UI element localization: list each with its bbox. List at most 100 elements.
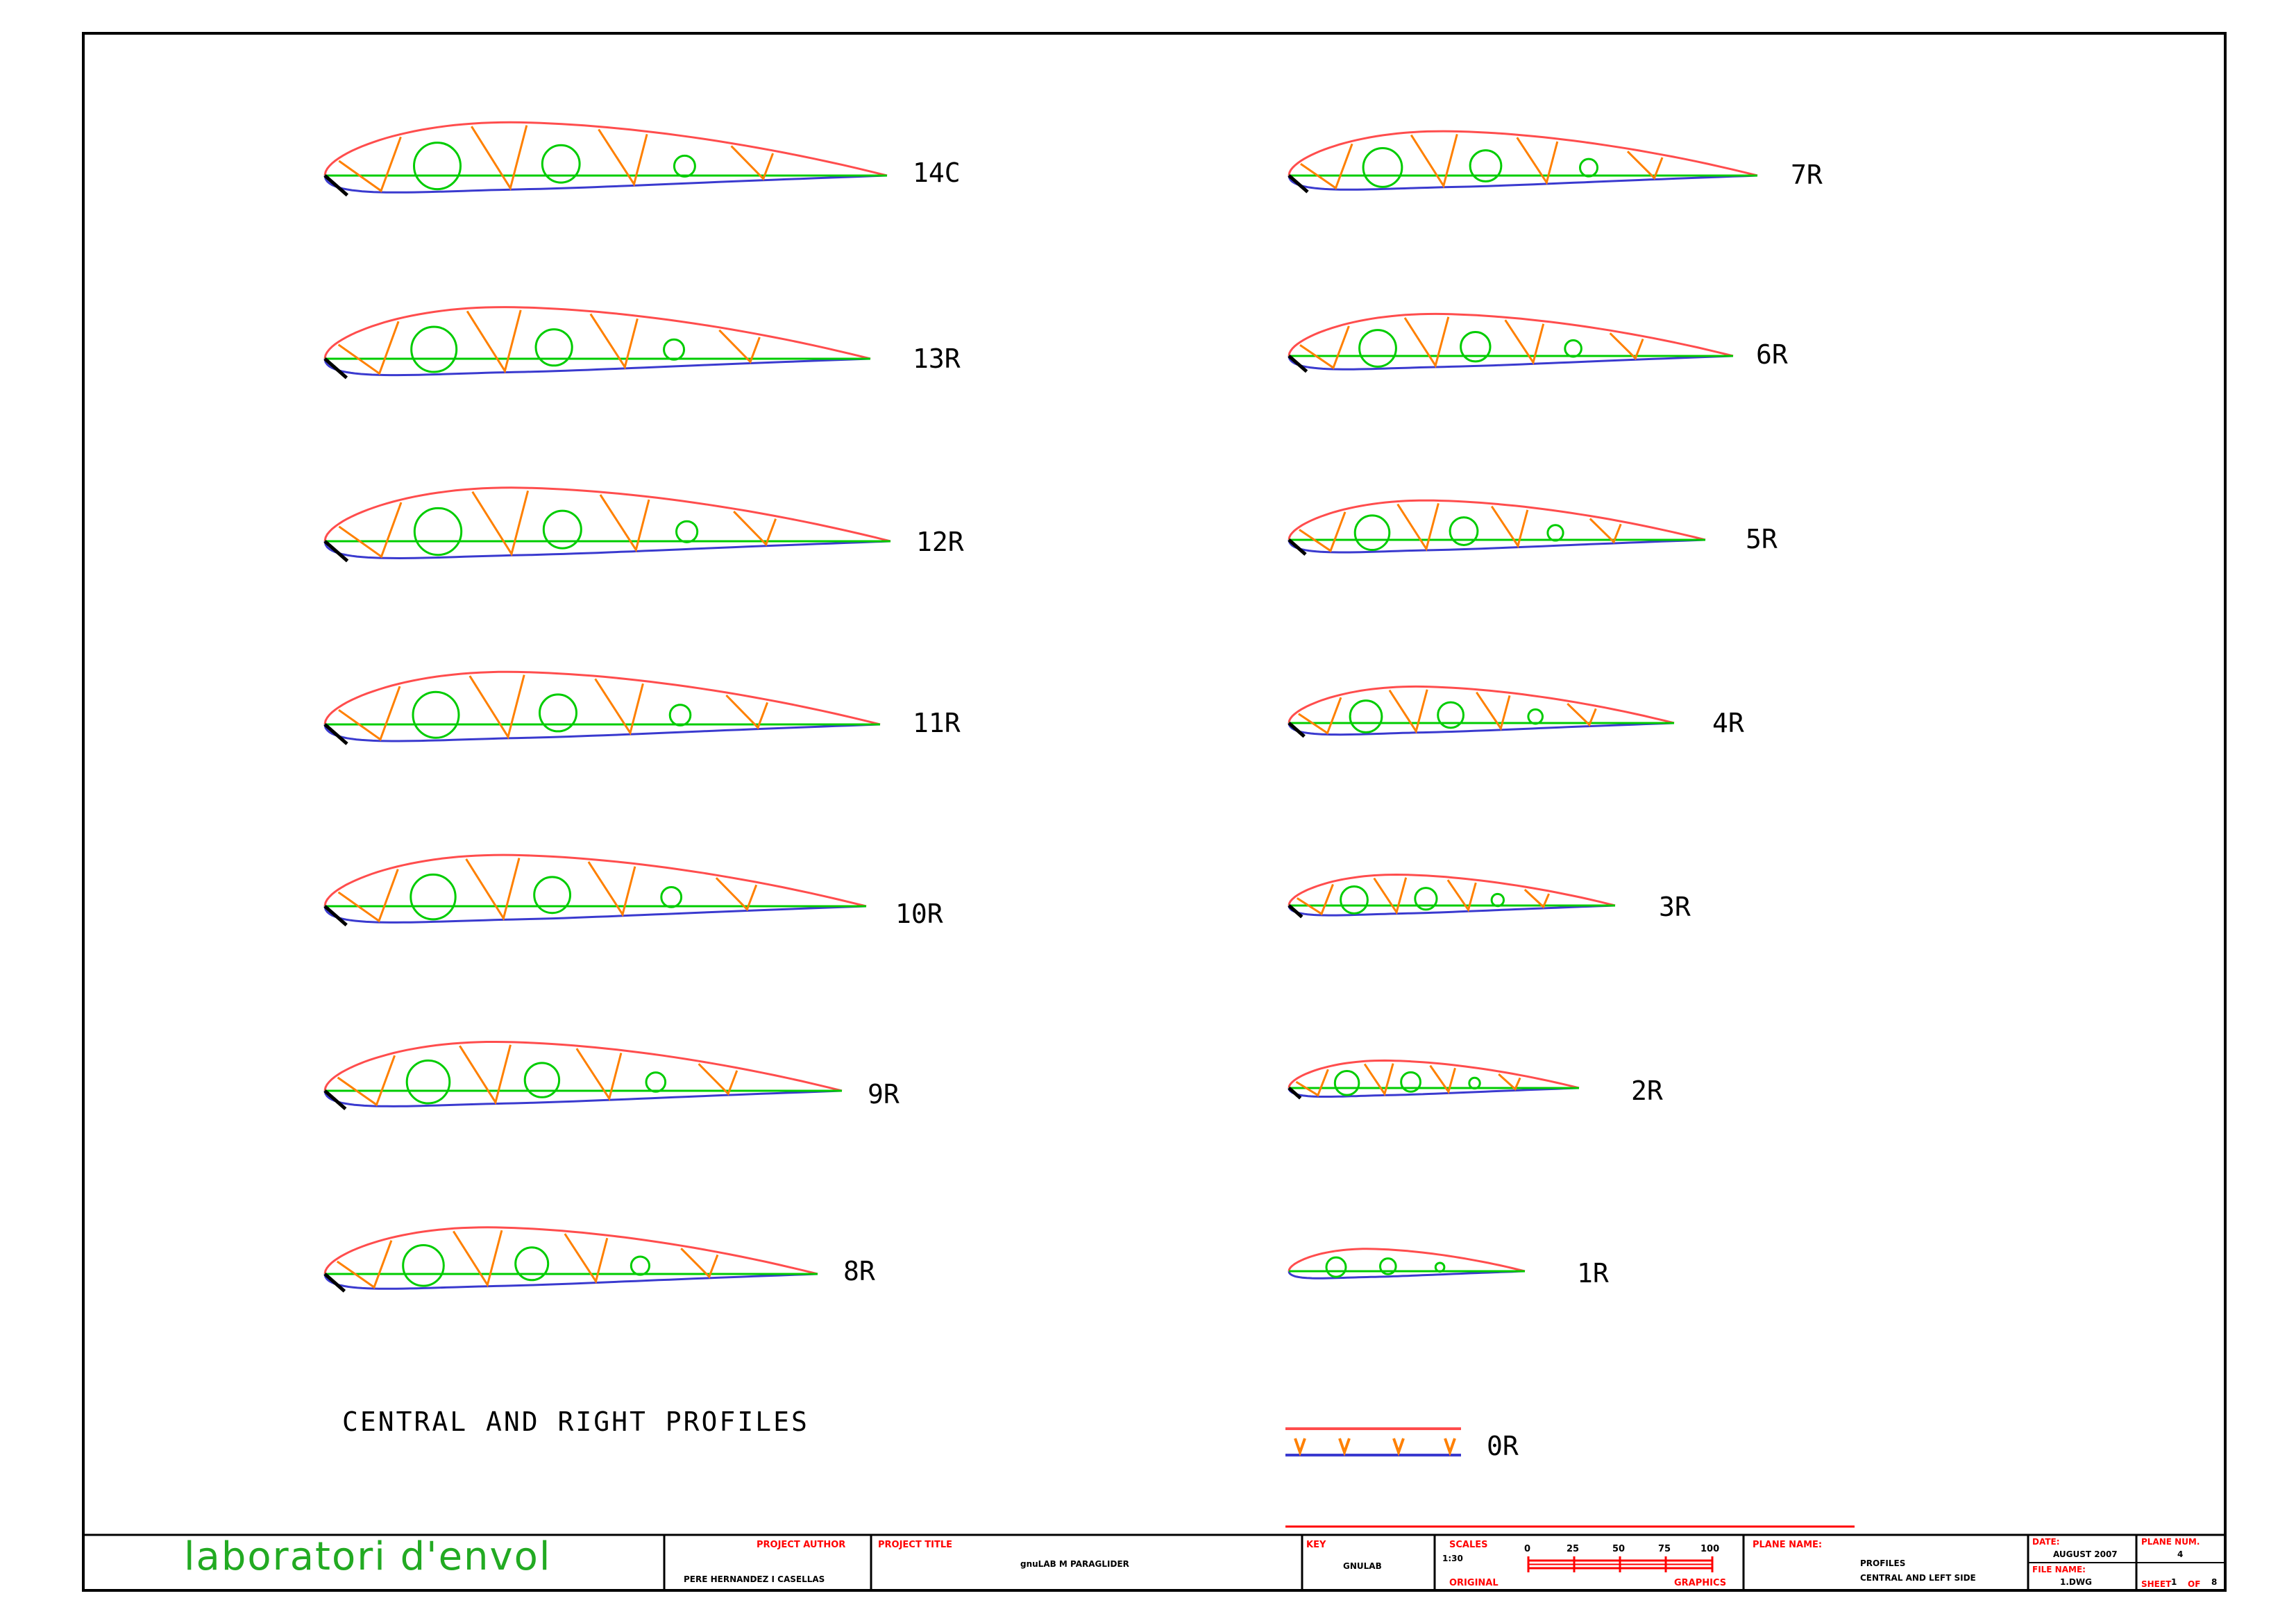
profile-12R-diagonal xyxy=(599,494,650,553)
profile-5R-leading-edge xyxy=(1288,538,1307,556)
profile-6R: 6R xyxy=(1288,312,1788,373)
project-author: PERE HERNANDEZ I CASELLAS xyxy=(684,1574,825,1584)
profile-7R-diagonal xyxy=(1300,143,1353,190)
profile-12R-diagonal xyxy=(338,502,403,559)
profile-11R-diagonal xyxy=(338,686,401,742)
profile-4R-diagonal xyxy=(1567,703,1597,727)
profile-4R-diagonal xyxy=(1476,691,1511,731)
profile-9R-diagonal xyxy=(337,1055,396,1107)
profile-13R-diagonal xyxy=(337,321,400,375)
profile-6R-hole xyxy=(1460,331,1492,363)
profile-9R-label: 9R xyxy=(868,1079,900,1110)
profile-8R: 8R xyxy=(323,1226,875,1293)
profile-9R-leading-edge xyxy=(323,1089,347,1110)
plane-name-label: PLANE NAME: xyxy=(1753,1540,1822,1550)
profile-14C-diagonal xyxy=(338,136,402,193)
key-label: KEY xyxy=(1306,1540,1326,1550)
profile-2R-hole xyxy=(1468,1076,1481,1090)
drawing-frame xyxy=(82,32,2227,1592)
profile-13R-diagonal xyxy=(589,313,639,370)
profile-10R-diagonal xyxy=(715,877,758,912)
profile-14C: 14C xyxy=(323,121,961,197)
profile-1R-extrados xyxy=(1288,1248,1526,1273)
profile-4R-leading-edge xyxy=(1288,722,1306,738)
profile-5R-extrados xyxy=(1288,499,1706,541)
profile-10R-diagonal xyxy=(465,858,521,921)
profile-2R-label: 2R xyxy=(1631,1076,1663,1106)
profile-1R-intrados xyxy=(1288,1270,1526,1280)
profile-11R-leading-edge xyxy=(323,723,348,745)
profiles-group: 14C 13R 12R 11R 10R 9R 8R 7R 6R 5R 4R 3R 2R 1R xyxy=(323,121,1823,1293)
profile-5R-hole xyxy=(1546,524,1564,542)
profile-12R-intrados xyxy=(323,540,891,560)
profile-3R-diagonal xyxy=(1373,877,1408,915)
profile-8R-diagonal xyxy=(453,1230,503,1288)
profile-13R-extrados xyxy=(323,306,871,360)
profile-2R-extrados xyxy=(1288,1059,1580,1089)
profile-9R-hole xyxy=(523,1062,561,1098)
profile-3R-diagonal xyxy=(1296,883,1334,916)
profile-6R-hole xyxy=(1564,339,1582,358)
profile-13R-diagonal xyxy=(718,329,761,364)
profile-8R-leading-edge xyxy=(323,1273,346,1293)
profile-12R-hole xyxy=(675,520,699,543)
profile-10R-label: 10R xyxy=(895,899,943,929)
profile-7R-extrados xyxy=(1288,130,1758,177)
profile-9R-extrados xyxy=(323,1041,843,1092)
profile-11R-intrados xyxy=(323,723,881,742)
profile-6R-leading-edge xyxy=(1288,355,1308,373)
profile-10R-diagonal xyxy=(587,861,636,917)
profile-7R-leading-edge xyxy=(1288,174,1309,194)
original-label: ORIGINAL xyxy=(1449,1578,1499,1588)
key-value: GNULAB xyxy=(1343,1561,1382,1571)
profile-8R-intrados xyxy=(323,1273,818,1290)
profile-11R-extrados xyxy=(323,670,881,726)
profile-11R-label: 11R xyxy=(913,708,961,738)
plane-name-line2: CENTRAL AND LEFT SIDE xyxy=(1860,1573,1976,1583)
profile-5R-label: 5R xyxy=(1746,524,1778,554)
profile-2R-leading-edge xyxy=(1288,1087,1302,1100)
profile-6R-diagonal xyxy=(1403,316,1450,368)
profile-7R: 7R xyxy=(1288,130,1823,194)
plane-num-label: PLANE NUM. xyxy=(2141,1537,2200,1547)
profile-13R-label: 13R xyxy=(913,343,961,374)
sheet-label: SHEET xyxy=(2141,1579,2172,1589)
profile-13R: 13R xyxy=(323,306,961,380)
section-title: CENTRAL AND RIGHT PROFILES xyxy=(342,1407,809,1437)
profile-0R-label: 0R xyxy=(1487,1431,1519,1461)
profile-4R-extrados xyxy=(1288,685,1675,724)
profile-13R-diagonal xyxy=(466,309,522,374)
scale-tick-label: 100 xyxy=(1700,1544,1719,1554)
file-name-value: 1.DWG xyxy=(2060,1577,2092,1587)
profile-11R-hole xyxy=(539,693,577,733)
profile-14C-hole xyxy=(413,142,462,191)
profile-5R-diagonal xyxy=(1490,505,1529,549)
profile-3R-hole xyxy=(1490,892,1505,908)
profile-7R-diagonal xyxy=(1626,151,1664,180)
profile-10R-intrados xyxy=(323,905,867,924)
profile-13R-hole xyxy=(410,325,458,373)
profile-14C-diagonal xyxy=(598,128,648,187)
profile-3R-diagonal xyxy=(1523,888,1550,909)
profile-3R-hole xyxy=(1414,887,1438,911)
profile-12R: 12R xyxy=(323,486,964,563)
profile-6R-diagonal xyxy=(1299,325,1350,370)
profile-5R: 5R xyxy=(1288,499,1778,556)
project-title: gnuLAB M PARAGLIDER xyxy=(1020,1559,1129,1569)
profile-7R-hole xyxy=(1469,149,1503,182)
profile-12R-label: 12R xyxy=(916,527,964,557)
profile-2R: 2R xyxy=(1288,1059,1663,1106)
date-label: DATE: xyxy=(2032,1537,2060,1547)
profile-6R-label: 6R xyxy=(1756,339,1788,370)
profile-10R-diagonal xyxy=(337,869,399,923)
profile-8R-hole xyxy=(630,1255,651,1276)
profile-7R-diagonal xyxy=(1516,137,1559,185)
profile-3R-extrados xyxy=(1288,873,1616,907)
profile-10R-hole xyxy=(660,885,683,908)
profile-7R-diagonal xyxy=(1410,134,1458,189)
profile-12R-extrados xyxy=(323,486,891,543)
profile-12R-diagonal xyxy=(471,490,530,557)
profile-8R-hole xyxy=(514,1246,550,1282)
profile-5R-hole xyxy=(1353,514,1391,552)
